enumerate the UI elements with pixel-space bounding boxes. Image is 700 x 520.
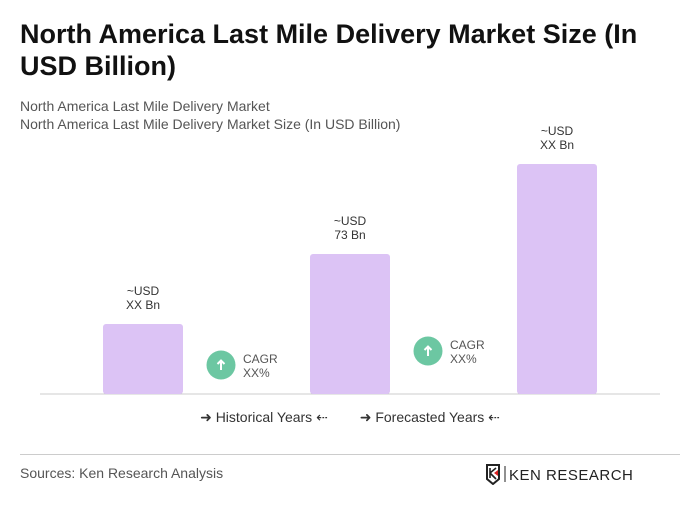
divider <box>20 454 680 455</box>
legend-historical-label: Historical Years <box>215 409 313 425</box>
page-title: North America Last Mile Delivery Market … <box>20 19 638 81</box>
legend-forecasted-label: Forecasted Years <box>375 409 485 425</box>
data-label: 73 Bn <box>334 228 365 242</box>
chart-subtitle: North America Last Mile Delivery Market <box>20 98 270 114</box>
cagr-label: CAGR <box>243 352 278 366</box>
cagr-label: CAGR <box>450 338 485 352</box>
cagr-value: XX% <box>450 352 477 366</box>
bar <box>103 324 183 394</box>
legend-historical: ➜ Historical Years ⇠ <box>200 409 328 425</box>
bar <box>517 164 597 394</box>
logo-text: KEN RESEARCH <box>509 467 633 484</box>
data-label: ~USD <box>541 124 574 138</box>
data-label: ~USD <box>127 284 160 298</box>
chart-subtitle-2: North America Last Mile Delivery Market … <box>20 116 401 132</box>
bar <box>310 254 390 394</box>
source-text: Sources: Ken Research Analysis <box>20 465 224 481</box>
data-label: XX Bn <box>540 138 574 152</box>
ken-research-logo: KEN RESEARCH <box>486 464 633 485</box>
legend-forecasted: ➜ Forecasted Years ⇠ <box>359 409 500 425</box>
data-label: XX Bn <box>126 298 160 312</box>
data-label: ~USD <box>334 214 367 228</box>
legend: ➜ Historical Years ⇠ ➜ Forecasted Years … <box>0 409 700 426</box>
cagr-value: XX% <box>243 366 270 380</box>
